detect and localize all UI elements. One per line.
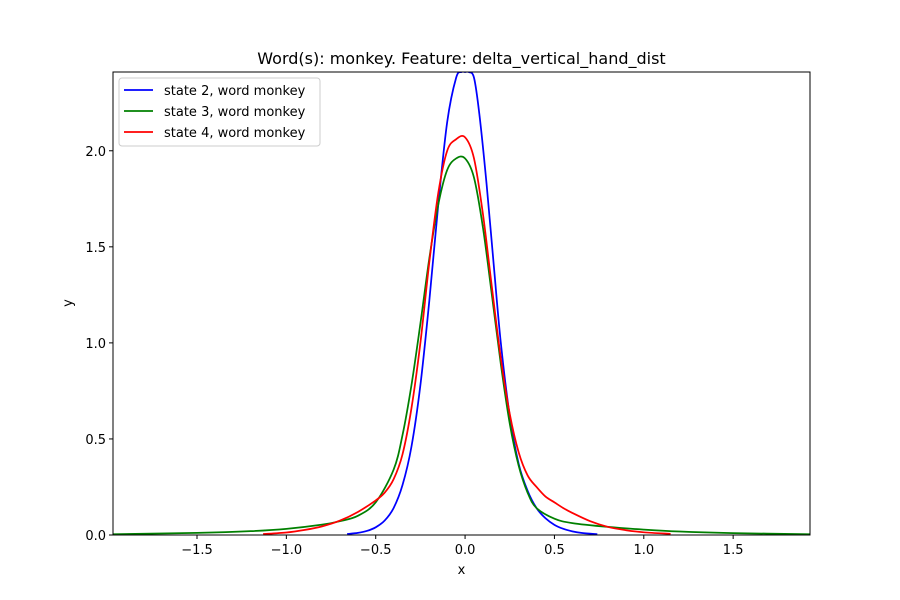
y-axis-ticks: 0.0 0.5 1.0 1.5 2.0 [85, 145, 113, 544]
x-tick-label: −0.5 [360, 543, 392, 558]
legend-label-1: state 2, word monkey [164, 84, 306, 99]
x-tick-label: 0.5 [544, 543, 565, 558]
series-line-3 [263, 135, 671, 535]
x-tick-label: 1.0 [633, 543, 654, 558]
y-tick-label: 0.5 [85, 433, 106, 448]
legend-label-2: state 3, word monkey [164, 105, 306, 120]
y-axis-label: y [61, 299, 76, 307]
x-axis-label: x [458, 563, 466, 578]
y-tick-label: 1.0 [85, 337, 106, 352]
chart-title: Word(s): monkey. Feature: delta_vertical… [257, 49, 665, 69]
x-tick-label: 0.0 [455, 543, 476, 558]
legend-box [118, 77, 321, 147]
legend: state 2, word monkey state 3, word monkey… [118, 77, 321, 147]
x-tick-label: −1.5 [181, 543, 213, 558]
x-tick-label: 1.5 [723, 543, 744, 558]
y-tick-label: 1.5 [85, 241, 106, 256]
series-layer [113, 72, 810, 535]
y-tick-label: 2.0 [85, 145, 106, 160]
y-tick-label: 0.0 [85, 529, 106, 544]
x-tick-label: −1.0 [271, 543, 303, 558]
plot-frame [112, 71, 811, 536]
series-line-1 [347, 72, 598, 535]
legend-label-3: state 4, word monkey [164, 126, 306, 141]
x-axis-ticks: −1.5 −1.0 −0.5 0.0 0.5 1.0 1.5 [181, 535, 743, 558]
plot-area [113, 72, 810, 535]
